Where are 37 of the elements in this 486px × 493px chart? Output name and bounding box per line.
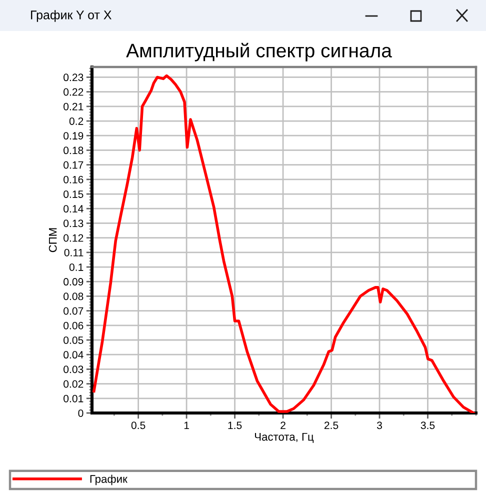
y-tick-label: 0.21 [64, 102, 84, 110]
x-tick-label: 3.5 [420, 422, 435, 430]
y-tick-label: 0.13 [64, 220, 84, 228]
x-tick-label: 0.5 [131, 422, 146, 430]
y-tick-label: 0.02 [64, 380, 84, 388]
x-axis-title: Частота, Гц [255, 432, 314, 443]
y-tick-label: 0.14 [64, 205, 84, 213]
y-tick-label: 0.19 [64, 132, 84, 140]
text: График [90, 474, 128, 486]
x-tick-label: 1 [184, 422, 189, 429]
x-tick-label: 2.5 [324, 422, 338, 430]
y-tick-label: 0.17 [64, 161, 84, 169]
x-tick-label: 1.5 [228, 422, 242, 430]
y-tick-label: 0.05 [64, 336, 84, 344]
y-tick-label: 0 [78, 409, 84, 417]
y-tick-label: 0.07 [64, 307, 84, 315]
y-tick-label: 0.18 [64, 146, 84, 154]
y-tick-label: 0.08 [64, 292, 84, 300]
y-tick-label: 0.06 [64, 322, 84, 330]
y-tick-label: 0.04 [64, 351, 84, 359]
y-tick-label: 0.15 [64, 190, 84, 198]
y-tick-label: 0.09 [64, 278, 84, 286]
chart-title: Амплитудный спектр сигнала [126, 42, 392, 62]
line-series [92, 74, 475, 413]
y-axis-title: СПМ [48, 228, 57, 252]
y-tick-label: 0.22 [64, 88, 84, 96]
y-tick-label: 0.12 [64, 234, 84, 242]
y-tick-label: 0.03 [64, 366, 84, 374]
y-tick-label: 0.23 [64, 74, 84, 82]
text: График Y от X [31, 10, 112, 22]
y-tick-label: 0.2 [69, 117, 84, 125]
x-tick-label: 2 [280, 422, 286, 429]
y-tick-label: 0.11 [64, 248, 84, 256]
x-tick-label: 3 [376, 422, 382, 430]
y-tick-label: 0.16 [64, 176, 84, 184]
y-tick-label: 0.1 [69, 263, 84, 271]
y-tick-label: 0.01 [64, 394, 84, 402]
